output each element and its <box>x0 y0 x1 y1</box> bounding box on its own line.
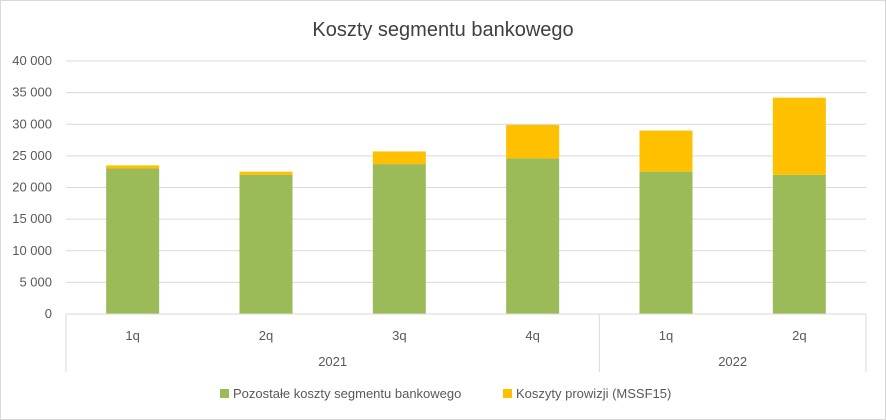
y-tick-label: 20 000 <box>12 180 52 195</box>
y-tick-label: 0 <box>45 306 52 321</box>
x-tick-label: 2q <box>259 328 273 343</box>
x-group-label: 2021 <box>318 354 347 369</box>
y-tick-label: 10 000 <box>12 243 52 258</box>
bar-segment-series-1 <box>772 97 826 175</box>
y-tick-label: 15 000 <box>12 211 52 226</box>
y-tick-label: 35 000 <box>12 85 52 100</box>
legend-label: Pozostałe koszty segmentu bankowego <box>233 386 461 401</box>
bar-segment-series-1 <box>372 151 426 165</box>
legend-swatch <box>220 389 229 398</box>
y-tick-label: 30 000 <box>12 116 52 131</box>
bar-segment-series-1 <box>106 165 160 169</box>
x-group-label: 2022 <box>718 354 747 369</box>
legend-swatch <box>503 389 512 398</box>
bar-segment-series-0 <box>506 158 560 314</box>
bar-segment-series-1 <box>506 124 560 159</box>
x-tick-label: 1q <box>125 328 139 343</box>
bar-segment-series-0 <box>772 174 826 314</box>
bar-segment-series-0 <box>372 164 426 314</box>
bar-segment-series-0 <box>639 171 693 314</box>
y-tick-label: 40 000 <box>12 53 52 68</box>
bar-segment-series-1 <box>239 171 293 175</box>
y-tick-label: 25 000 <box>12 148 52 163</box>
bar-segment-series-1 <box>639 130 693 172</box>
x-tick-label: 3q <box>392 328 406 343</box>
y-tick-label: 5 000 <box>19 274 52 289</box>
bar-segment-series-0 <box>239 174 293 314</box>
chart-title: Koszty segmentu bankowego <box>312 19 573 41</box>
x-tick-label: 2q <box>792 328 806 343</box>
x-tick-label: 1q <box>659 328 673 343</box>
bar-segment-series-0 <box>106 168 160 314</box>
legend-label: Koszyty prowizji (MSSF15) <box>516 386 671 401</box>
x-tick-label: 4q <box>525 328 539 343</box>
